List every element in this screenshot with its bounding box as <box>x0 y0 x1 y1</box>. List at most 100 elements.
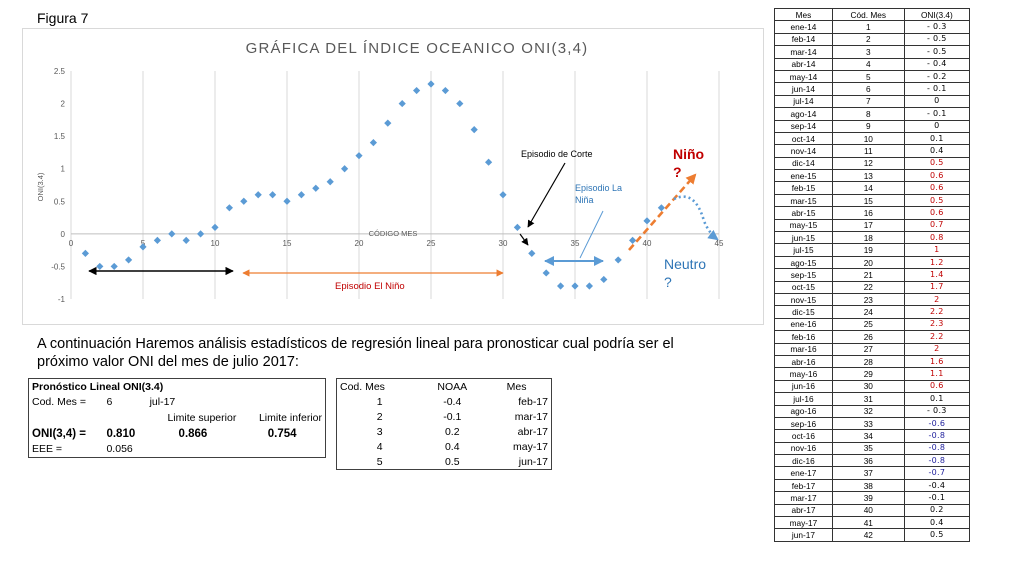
oni-value: 2.2 <box>903 330 971 344</box>
lower-limit-label: Limite inferior <box>258 411 322 424</box>
oni-row: jun-14 6- 0.1 <box>774 82 971 96</box>
noaa-cod: 2 <box>376 410 383 423</box>
oni-code: 38 <box>831 478 905 493</box>
upper-limit-label: Limite superior <box>167 411 237 424</box>
data-point <box>341 165 349 173</box>
oni-value: 2 <box>903 292 971 307</box>
oni-month: jul-15 <box>774 243 833 257</box>
oni-value: 0.4 <box>903 515 971 530</box>
oni-value: 2.3 <box>903 317 971 332</box>
data-point <box>398 99 406 108</box>
data-point <box>81 249 89 257</box>
forecast-month: jul-17 <box>149 396 176 409</box>
oni-code: 16 <box>831 206 905 220</box>
noaa-cod: 3 <box>376 425 383 438</box>
oni-code: 11 <box>831 144 905 158</box>
oni-value: 0.5 <box>903 156 971 171</box>
oni-code: 25 <box>831 317 905 332</box>
oni-row: ene-15 13 0.6 <box>774 169 971 183</box>
oni-row: ago-15 20 1.2 <box>774 255 971 270</box>
oni-value: 0.2 <box>903 503 971 518</box>
oni-row: dic-14 12 0.5 <box>774 156 971 171</box>
data-point <box>254 191 262 199</box>
oni-month: sep-15 <box>774 268 833 282</box>
oni-value: 1.7 <box>903 280 971 295</box>
oni-code: 39 <box>831 491 905 505</box>
oni-value: -0.8 <box>903 429 971 443</box>
data-point <box>110 262 118 271</box>
oni-month: jun-15 <box>774 231 833 245</box>
oni-row: jul-16 31 0.1 <box>774 392 971 406</box>
el-nino-label: Episodio El Niño <box>335 281 405 292</box>
oni-code: 17 <box>831 218 905 233</box>
oni-row: abr-17 40 0.2 <box>774 503 971 518</box>
oni-month: jul-16 <box>774 392 833 406</box>
data-point <box>557 282 565 290</box>
noaa-value: 0.4 <box>444 440 460 453</box>
noaa-cod: 4 <box>376 440 383 453</box>
noaa-month: may-17 <box>512 440 548 453</box>
intro-paragraph: A continuación Haremos análisis estadíst… <box>37 336 674 370</box>
oni-value: 1.6 <box>903 354 971 369</box>
oni-row: mar-16 27 2 <box>774 342 971 356</box>
oni-row: jun-15 18 0.8 <box>774 231 971 245</box>
data-point <box>384 119 392 127</box>
oni-value: -0.8 <box>903 454 971 468</box>
corte-label: Episodio de Corte <box>521 149 593 159</box>
oni-code: 32 <box>831 404 905 418</box>
oni-row: may-17 41 0.4 <box>774 515 971 530</box>
x-tick-label: 10 <box>211 239 220 248</box>
y-tick-label: 0 <box>61 230 66 239</box>
data-point <box>297 191 305 199</box>
oni-month: oct-14 <box>774 131 833 146</box>
oni-month: abr-15 <box>774 206 833 220</box>
oni-value: 0.1 <box>903 392 971 406</box>
oni-row: feb-16 26 2.2 <box>774 330 971 344</box>
oni-code: 15 <box>831 193 905 208</box>
x-tick-label: 35 <box>571 239 580 248</box>
data-point <box>211 223 219 231</box>
oni-row: ene-14 1- 0.3 <box>774 20 971 34</box>
y-axis-label: ONI(3.4) <box>36 172 45 201</box>
oni-row: dic-15 24 2.2 <box>774 305 971 319</box>
oni-row: nov-15 23 2 <box>774 292 971 307</box>
oni-code: 34 <box>831 429 905 443</box>
oni-month: jun-14 <box>774 82 833 96</box>
data-point <box>269 191 277 199</box>
oni-code: 1 <box>831 20 905 34</box>
x-tick-label: 15 <box>283 239 292 248</box>
noaa-row: 5 0.5 jun-17 <box>337 454 552 470</box>
oni-month: sep-14 <box>774 119 833 133</box>
data-point <box>427 80 435 88</box>
x-axis-label: CÓDIGO MES <box>369 229 418 238</box>
oni-month: nov-14 <box>774 144 833 158</box>
noaa-value: -0.1 <box>443 410 462 423</box>
noaa-row: 2 -0.1 mar-17 <box>337 409 552 424</box>
oni-value: 0.1 <box>903 131 971 146</box>
oni-header-mes: Mes <box>774 7 833 22</box>
oni-month: feb-17 <box>774 478 833 493</box>
oni-month: jun-16 <box>774 379 833 394</box>
oni-month: feb-16 <box>774 330 833 344</box>
data-point <box>96 262 104 271</box>
oni-code: 42 <box>831 528 905 542</box>
oni-month: dic-15 <box>774 305 833 319</box>
forecast-table: Pronóstico Lineal ONI(3.4) Cod. Mes = 6 … <box>28 378 326 458</box>
oni-code: 40 <box>831 503 905 518</box>
oni-row: jun-16 30 0.6 <box>774 379 971 394</box>
noaa-cod: 5 <box>376 455 383 468</box>
oni-row: oct-14 10 0.1 <box>774 131 971 146</box>
noaa-header-mes: Mes <box>506 380 527 393</box>
oni-row: oct-16 34 -0.8 <box>774 429 971 443</box>
oni-value: -0.6 <box>903 416 971 431</box>
oni-value: -0.7 <box>903 466 971 480</box>
data-point <box>528 249 536 257</box>
oni-month: mar-16 <box>774 342 833 356</box>
x-tick-label: 30 <box>499 239 508 248</box>
x-tick-label: 5 <box>141 239 146 248</box>
y-tick-label: -1 <box>58 295 66 304</box>
oni-month: may-14 <box>774 69 833 84</box>
forecast-title: Pronóstico Lineal ONI(3.4) <box>32 380 164 393</box>
oni-code: 36 <box>831 454 905 468</box>
noaa-row: 3 0.2 abr-17 <box>337 424 552 439</box>
